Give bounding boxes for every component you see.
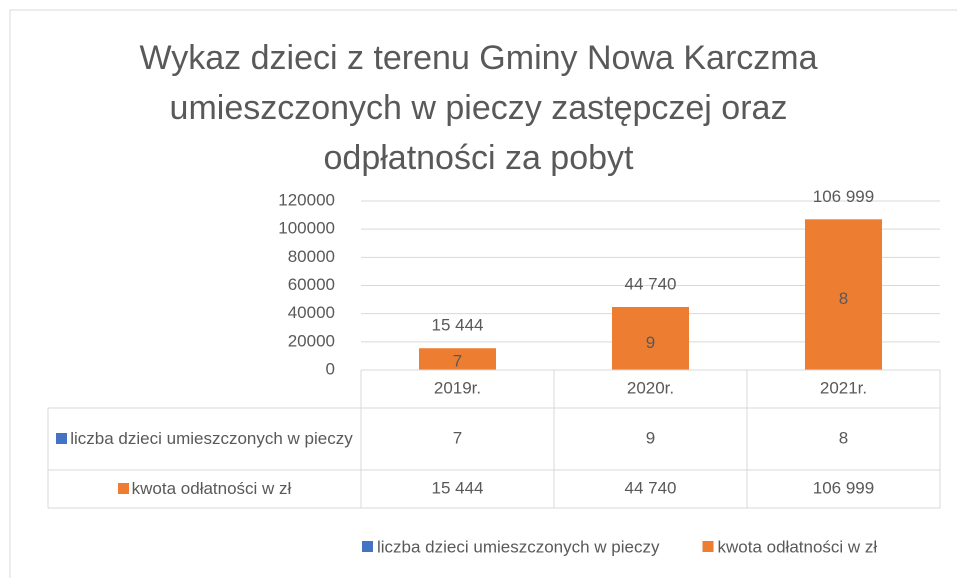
data-label: 15 444 (432, 316, 484, 335)
row-label-text: kwota odłatności w zł (131, 479, 292, 498)
row-label-box: liczba dzieci umieszczonych w pieczy (48, 408, 361, 470)
table-cell: 7 (453, 428, 462, 447)
table-row-label: liczba dzieci umieszczonych w pieczy (48, 408, 361, 470)
data-label: 9 (646, 333, 655, 352)
chart-title: Wykaz dzieci z terenu Gminy Nowa Karczma… (139, 39, 818, 177)
y-tick-label: 20000 (288, 331, 335, 350)
table-row-label: kwota odłatności w zł (48, 470, 361, 508)
y-tick-label: 80000 (288, 247, 335, 266)
bar (612, 306, 689, 370)
row-label-text: liczba dzieci umieszczonych w pieczy (70, 429, 353, 448)
bar (419, 348, 496, 370)
y-tick-label: 0 (326, 359, 335, 378)
legend-label: kwota odłatności w zł (718, 537, 878, 556)
x-tick-label: 2020r. (627, 378, 674, 397)
data-label: 106 999 (813, 187, 874, 206)
y-tick-label: 120000 (278, 190, 335, 209)
table-cell: 15 444 (432, 478, 484, 497)
data-label: 8 (839, 289, 848, 308)
chart-border (9, 9, 957, 578)
table-cell: 106 999 (813, 478, 874, 497)
title-box: Wykaz dzieci z terenu Gminy Nowa Karczma… (139, 39, 818, 177)
table-cell: 44 740 (625, 478, 677, 497)
row-label-box: kwota odłatności w zł (48, 470, 361, 508)
legend-swatch (702, 541, 714, 552)
x-tick-label: 2019r. (434, 378, 481, 397)
y-tick-label: 100000 (278, 219, 335, 238)
bar (805, 219, 882, 370)
table-cell: 9 (646, 428, 655, 447)
table-cell: 8 (839, 428, 848, 447)
legend-swatch (362, 541, 373, 552)
y-tick-label: 40000 (288, 303, 335, 322)
x-tick-label: 2021r. (820, 378, 867, 397)
data-label: 44 740 (625, 274, 677, 293)
data-label: 7 (453, 351, 462, 370)
legend-label: liczba dzieci umieszczonych w pieczy (377, 537, 660, 556)
y-tick-label: 60000 (288, 275, 335, 294)
